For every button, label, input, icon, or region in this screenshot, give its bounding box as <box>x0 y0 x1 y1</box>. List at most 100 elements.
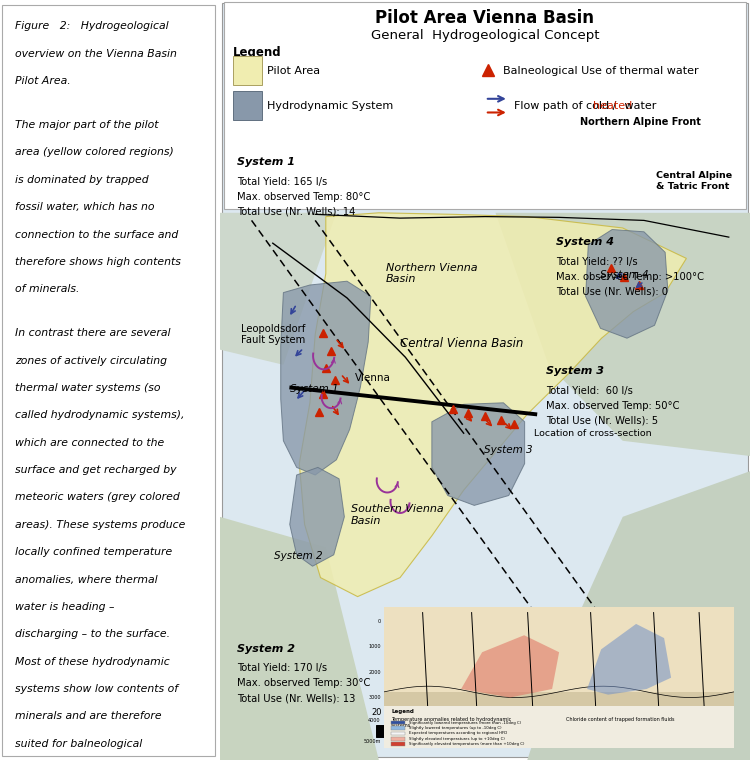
Text: Leopoldsdorf
Fault System: Leopoldsdorf Fault System <box>241 324 305 345</box>
Polygon shape <box>586 230 668 338</box>
Text: 2000: 2000 <box>368 670 381 675</box>
Text: 0: 0 <box>448 708 453 717</box>
Text: Total Yield: ?? l/s
Max. observed Temp: >100°C
Total Use (Nr. Wells): 0: Total Yield: ?? l/s Max. observed Temp: … <box>556 257 704 296</box>
Text: Pilot Area Vienna Basin: Pilot Area Vienna Basin <box>375 9 594 27</box>
Bar <box>376 725 413 737</box>
Polygon shape <box>299 213 686 597</box>
Polygon shape <box>384 607 734 692</box>
Text: Central Alpine
& Tatric Front: Central Alpine & Tatric Front <box>656 171 733 191</box>
Text: Northern Vienna
Basin: Northern Vienna Basin <box>386 263 478 284</box>
Bar <box>451 725 488 737</box>
Bar <box>392 732 405 735</box>
FancyBboxPatch shape <box>2 5 215 756</box>
Polygon shape <box>280 281 370 475</box>
Bar <box>413 725 451 737</box>
Bar <box>392 743 405 746</box>
Text: Most of these hydrodynamic: Most of these hydrodynamic <box>16 657 170 667</box>
Text: suited for balneological: suited for balneological <box>16 739 143 749</box>
FancyBboxPatch shape <box>384 607 734 749</box>
Text: Chloride content of trapped formation fluids: Chloride content of trapped formation fl… <box>566 717 674 722</box>
Text: called hydrodynamic systems),: called hydrodynamic systems), <box>16 410 185 420</box>
Text: water is heading –: water is heading – <box>16 602 115 612</box>
Text: Legend: Legend <box>392 709 414 714</box>
Text: Pilot Area.: Pilot Area. <box>16 76 71 86</box>
Polygon shape <box>527 471 750 760</box>
Polygon shape <box>220 213 337 365</box>
Text: area (yellow colored regions): area (yellow colored regions) <box>16 147 174 157</box>
Text: System 2: System 2 <box>237 644 295 654</box>
Text: overview on the Vienna Basin: overview on the Vienna Basin <box>16 49 177 59</box>
Text: systems show low contents of: systems show low contents of <box>16 684 178 694</box>
Text: Central Vienna Basin: Central Vienna Basin <box>400 337 524 350</box>
Text: water: water <box>621 100 656 111</box>
Text: surface and get recharged by: surface and get recharged by <box>16 465 177 475</box>
Text: 0: 0 <box>377 619 381 624</box>
Text: System 1: System 1 <box>290 384 339 394</box>
Polygon shape <box>587 624 671 695</box>
Text: The major part of the pilot: The major part of the pilot <box>16 120 159 130</box>
Polygon shape <box>220 517 379 760</box>
Text: Total Yield: 170 l/s
Max. observed Temp: 30°C
Total Use (Nr. Wells): 13: Total Yield: 170 l/s Max. observed Temp:… <box>237 663 370 703</box>
Bar <box>488 725 525 737</box>
Text: which are connected to the: which are connected to the <box>16 438 165 448</box>
FancyBboxPatch shape <box>384 706 734 749</box>
Text: Northern Alpine Front: Northern Alpine Front <box>580 116 701 127</box>
Text: areas). These systems produce: areas). These systems produce <box>16 520 186 530</box>
Text: General  Hydrogeological Concept: General Hydrogeological Concept <box>370 29 599 42</box>
Text: Location of cross-section: Location of cross-section <box>534 429 651 438</box>
Text: 10: 10 <box>408 708 419 717</box>
Bar <box>392 727 405 730</box>
Text: System 3: System 3 <box>484 445 532 455</box>
Polygon shape <box>461 635 559 698</box>
Text: discharging – to the surface.: discharging – to the surface. <box>16 629 170 639</box>
FancyBboxPatch shape <box>224 2 746 209</box>
Text: locally confined temperature: locally confined temperature <box>16 547 173 557</box>
Text: Legend: Legend <box>233 46 282 59</box>
Text: meteoric waters (grey colored: meteoric waters (grey colored <box>16 492 180 502</box>
Text: is dominated by trapped: is dominated by trapped <box>16 175 149 185</box>
Text: thermal water systems (so: thermal water systems (so <box>16 383 161 393</box>
FancyBboxPatch shape <box>233 56 262 85</box>
Text: Significantly elevated temperatures (more than +10deg C): Significantly elevated temperatures (mor… <box>409 742 524 746</box>
Text: Flow path of cold /: Flow path of cold / <box>514 100 620 111</box>
FancyBboxPatch shape <box>222 3 748 757</box>
Polygon shape <box>496 213 750 456</box>
Text: Pilot Area: Pilot Area <box>268 65 320 76</box>
Text: Balneological Use of thermal water: Balneological Use of thermal water <box>503 65 699 76</box>
Text: Hydrodynamic System: Hydrodynamic System <box>268 100 394 111</box>
Text: Total Yield:  60 l/s
Max. observed Temp: 50°C
Total Use (Nr. Wells): 5: Total Yield: 60 l/s Max. observed Temp: … <box>546 386 680 426</box>
Text: System 3: System 3 <box>546 366 604 376</box>
Text: Figure   2:   Hydrogeological: Figure 2: Hydrogeological <box>16 21 169 31</box>
Text: Southern Vienna
Basin: Southern Vienna Basin <box>351 505 444 526</box>
Text: Total Yield: 165 l/s
Max. observed Temp: 80°C
Total Use (Nr. Wells): 14: Total Yield: 165 l/s Max. observed Temp:… <box>237 177 370 217</box>
Text: In contrast there are several: In contrast there are several <box>16 328 171 338</box>
Text: minerals and are therefore: minerals and are therefore <box>16 711 162 721</box>
Polygon shape <box>432 403 525 505</box>
Text: Temperature anomalies related to hydrodynamic
systems: Temperature anomalies related to hydrody… <box>392 717 512 728</box>
Text: anomalies, where thermal: anomalies, where thermal <box>16 575 158 584</box>
Text: of minerals.: of minerals. <box>16 284 80 294</box>
Polygon shape <box>290 467 344 566</box>
Polygon shape <box>384 692 734 749</box>
Text: System 4: System 4 <box>556 237 614 247</box>
Text: Slightly elevated temperatures (up to +10deg C): Slightly elevated temperatures (up to +1… <box>409 736 505 741</box>
Text: System 4: System 4 <box>601 270 649 280</box>
Text: System 2: System 2 <box>274 551 323 562</box>
Text: 4000: 4000 <box>368 717 381 723</box>
Text: 1000: 1000 <box>368 644 381 649</box>
Text: zones of actively circulating: zones of actively circulating <box>16 356 167 366</box>
Text: fossil water, which has no: fossil water, which has no <box>16 202 155 212</box>
Text: N: N <box>721 702 728 713</box>
Text: Significantly lowered temperatures (more than -10deg C): Significantly lowered temperatures (more… <box>409 720 521 724</box>
Text: therefore shows high contents: therefore shows high contents <box>16 257 182 267</box>
Text: 20: 20 <box>371 708 382 717</box>
Text: Vienna: Vienna <box>355 373 391 384</box>
Text: System 1: System 1 <box>237 157 295 167</box>
Text: 20 Km: 20 Km <box>512 708 538 717</box>
Bar <box>392 720 405 724</box>
FancyBboxPatch shape <box>233 91 262 120</box>
Text: connection to the surface and: connection to the surface and <box>16 230 178 239</box>
Bar <box>392 737 405 740</box>
Text: 3000: 3000 <box>368 695 381 700</box>
Text: Slightly lowered temperatures (up to -10deg C): Slightly lowered temperatures (up to -10… <box>409 726 501 730</box>
